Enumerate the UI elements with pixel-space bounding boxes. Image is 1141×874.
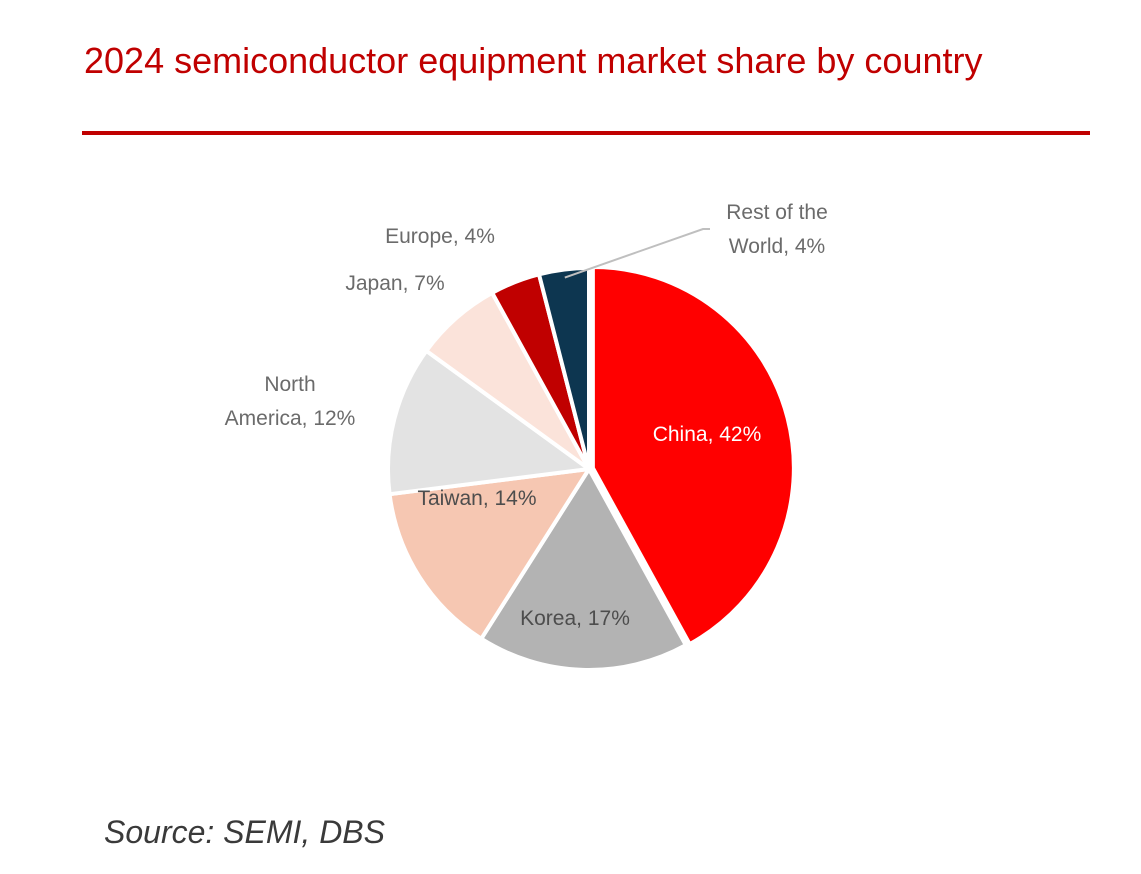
leader-line-rest-of-the-world (564, 228, 710, 279)
pie-slice-north-america (386, 348, 591, 497)
slice-label-korea: Korea, 17% (520, 607, 630, 630)
pie-slices (386, 265, 796, 672)
source-note: Source: SEMI, DBS (104, 814, 385, 850)
slice-label-china: China, 42% (653, 423, 762, 446)
pie-slice-china (590, 265, 796, 647)
slice-label-europe: Europe, 4% (385, 225, 495, 248)
slice-label-japan: Japan, 7% (345, 272, 444, 295)
slice-label-rest-of-the-world: Rest of the World, 4% (726, 201, 828, 258)
leader-lines (564, 228, 710, 279)
chart-title: 2024 semiconductor equipment market shar… (84, 40, 983, 81)
pie-slice-korea (479, 467, 688, 672)
title-underline (82, 131, 1090, 135)
pie-slice-taiwan (387, 467, 591, 641)
slice-label-north-america: North America, 12% (225, 373, 356, 430)
slice-labels: China, 42% Korea, 17% Taiwan, 14% North Amer… (225, 201, 828, 630)
slice-label-taiwan: Taiwan, 14% (417, 487, 536, 510)
